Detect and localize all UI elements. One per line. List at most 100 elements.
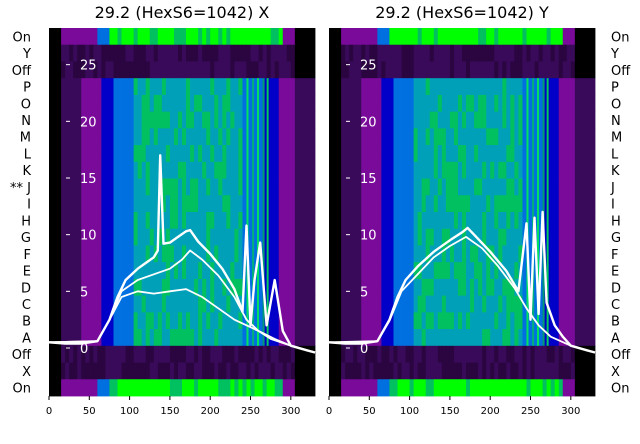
heatmap-cell xyxy=(85,78,90,96)
heatmap-cell xyxy=(133,161,139,179)
heatmap-cell xyxy=(238,61,243,79)
heatmap-cell xyxy=(558,128,564,146)
heatmap-cell xyxy=(357,345,362,363)
heatmap-cell xyxy=(294,128,300,146)
heatmap-cell xyxy=(49,362,54,380)
heatmap-cell xyxy=(341,312,346,330)
heatmap-cell xyxy=(282,212,288,230)
heatmap-cell xyxy=(202,329,207,347)
heatmap-cell xyxy=(478,161,483,179)
heatmap-cell xyxy=(578,44,584,62)
heatmap-cell xyxy=(433,379,439,397)
heatmap-cell xyxy=(169,278,175,297)
heatmap-cell xyxy=(582,128,588,146)
heatmap-cell xyxy=(238,145,243,163)
heatmap-cell xyxy=(522,178,527,196)
heatmap-cell xyxy=(570,278,576,297)
heatmap-cell xyxy=(534,178,539,196)
heatmap-cell xyxy=(385,262,390,280)
heatmap-cell xyxy=(393,44,398,62)
heatmap-cell xyxy=(582,362,588,380)
heatmap-cell xyxy=(302,178,308,196)
heatmap-cell xyxy=(157,28,163,46)
heatmap-cell xyxy=(302,262,308,280)
heatmap-cell xyxy=(194,78,199,96)
heatmap-cell xyxy=(306,278,312,297)
heatmap-cell xyxy=(441,128,447,146)
heatmap-cell xyxy=(141,161,147,179)
heatmap-cell xyxy=(361,278,366,297)
heatmap-cell xyxy=(441,44,447,62)
heatmap-cell xyxy=(298,128,304,146)
heatmap-cell xyxy=(449,128,455,146)
heatmap-cell xyxy=(165,379,171,397)
heatmap-cell xyxy=(49,329,54,347)
heatmap-cell xyxy=(165,28,171,46)
heatmap-cell xyxy=(353,278,358,297)
heatmap-cell xyxy=(274,312,280,330)
heatmap-cell xyxy=(377,312,382,330)
heatmap-cell xyxy=(494,362,499,380)
heatmap-cell xyxy=(478,145,483,163)
heatmap-cell xyxy=(329,228,334,246)
heatmap-cell xyxy=(566,61,572,79)
heatmap-cell xyxy=(73,212,78,230)
heatmap-cell xyxy=(445,379,451,397)
heatmap-cell xyxy=(270,245,276,263)
heatmap-cell xyxy=(161,295,167,313)
heatmap-cell xyxy=(389,228,394,246)
heatmap-cell xyxy=(77,161,82,179)
heatmap-cell xyxy=(53,379,58,397)
heatmap-cell xyxy=(554,111,560,129)
heatmap-cell xyxy=(113,228,118,246)
heatmap-cell xyxy=(202,345,207,363)
heatmap-cell xyxy=(230,312,235,330)
heatmap-cell xyxy=(393,379,398,397)
heatmap-cell xyxy=(445,278,451,297)
heatmap-cell xyxy=(498,61,503,79)
heatmap-cell xyxy=(357,312,362,330)
heatmap-cell xyxy=(445,212,451,230)
heatmap-cell xyxy=(474,161,479,179)
heatmap-cell xyxy=(546,111,552,129)
heatmap-cell xyxy=(361,161,366,179)
row-label: Off xyxy=(611,64,631,79)
heatmap-cell xyxy=(393,345,398,363)
heatmap-cell xyxy=(349,329,354,347)
heatmap-cell xyxy=(445,329,451,347)
heatmap-cell xyxy=(401,295,406,313)
heatmap-cell xyxy=(566,295,572,313)
heatmap-cell xyxy=(405,145,411,163)
heatmap-cell xyxy=(337,379,342,397)
heatmap-cell xyxy=(425,278,431,297)
heatmap-cell xyxy=(425,212,431,230)
row-label: C xyxy=(22,298,31,313)
heatmap-cell xyxy=(574,94,580,113)
heatmap-cell xyxy=(361,94,366,113)
heatmap-cell xyxy=(258,345,264,363)
heatmap-cell xyxy=(417,161,423,179)
heatmap-cell xyxy=(329,28,334,46)
heatmap-cell xyxy=(590,245,596,263)
heatmap-cell xyxy=(234,44,239,62)
heatmap-cell xyxy=(121,379,126,397)
heatmap-cell xyxy=(365,178,370,196)
heatmap-cell xyxy=(282,178,288,196)
heatmap-cell xyxy=(570,128,576,146)
row-label: B xyxy=(611,315,620,330)
heatmap-cell xyxy=(302,295,308,313)
heatmap-cell xyxy=(238,28,243,46)
inner-y-tick-label: 20 xyxy=(360,115,377,130)
heatmap-cell xyxy=(290,362,296,380)
heatmap-cell xyxy=(365,262,370,280)
heatmap-cell xyxy=(238,362,243,380)
heatmap-cell xyxy=(177,295,183,313)
inner-y-tick-label: 5 xyxy=(80,285,88,300)
heatmap-cell xyxy=(337,28,342,46)
heatmap-cell xyxy=(137,212,143,230)
heatmap-cell xyxy=(449,145,455,163)
heatmap-cell xyxy=(586,128,592,146)
heatmap-cell xyxy=(353,329,358,347)
heatmap-cell xyxy=(546,61,552,79)
heatmap-cell xyxy=(153,195,159,213)
